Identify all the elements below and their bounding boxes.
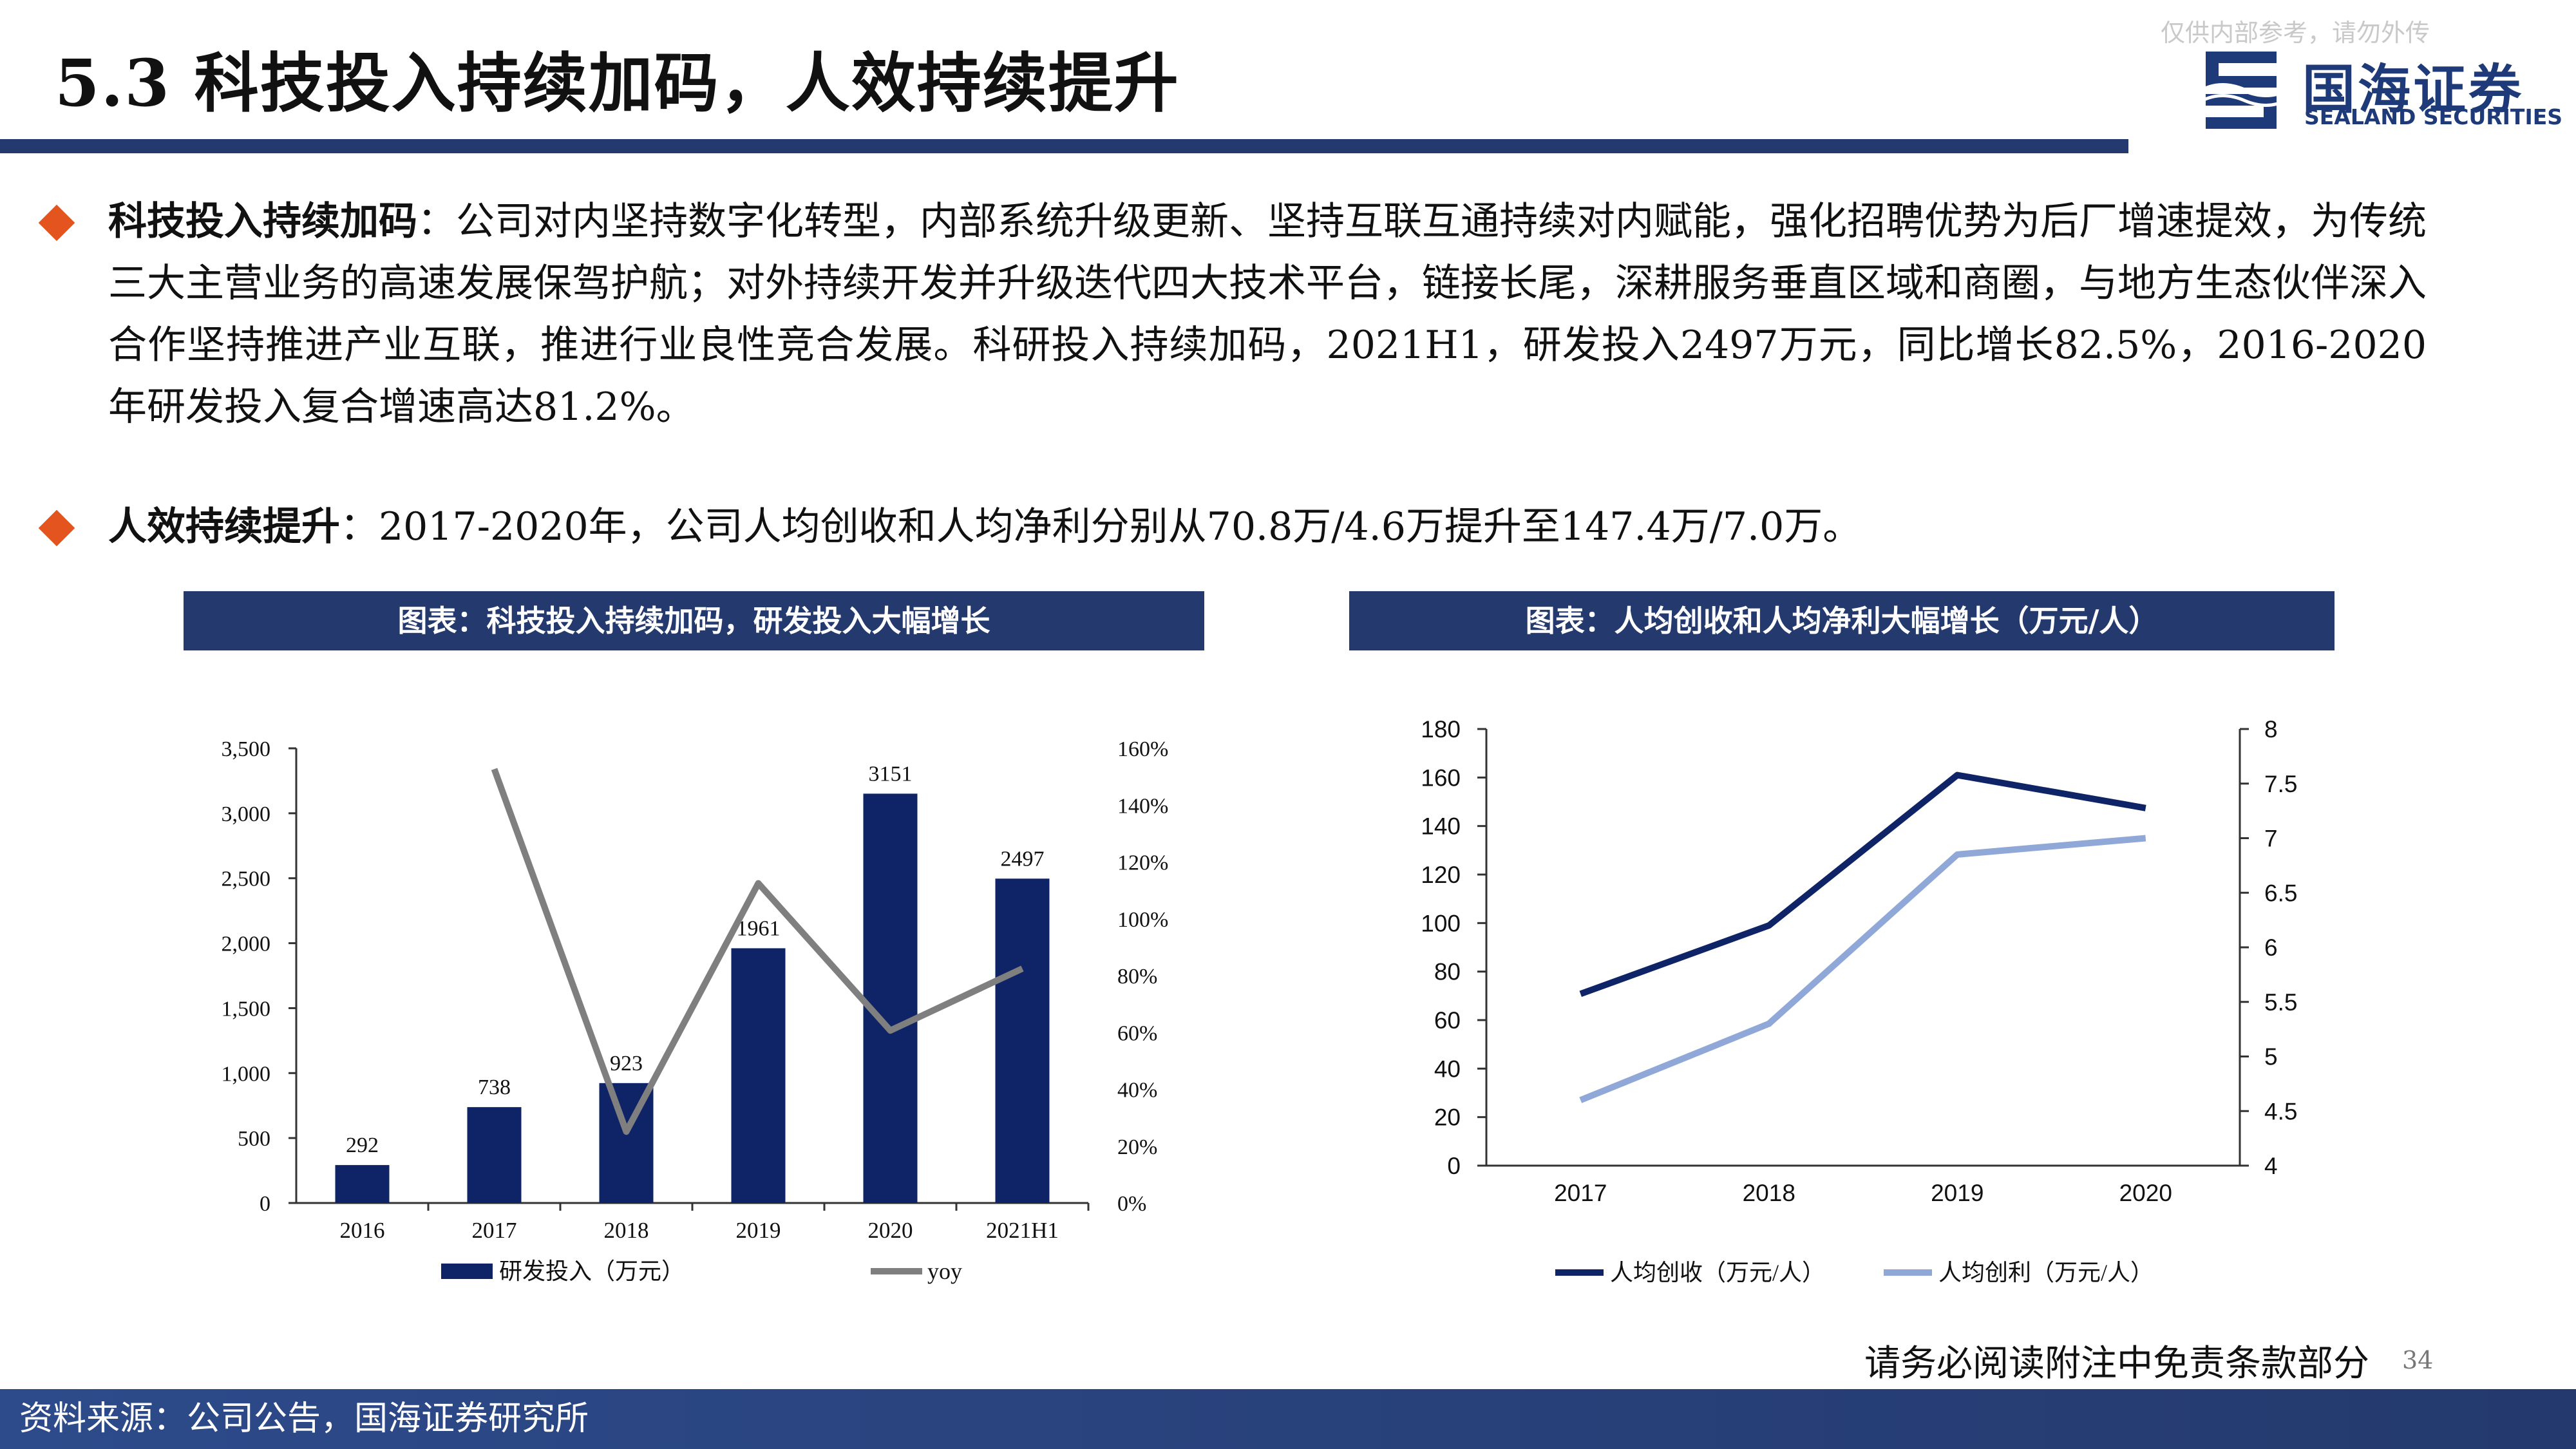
company-logo: 国海证券 SEALAND SECURITIES (2199, 45, 2563, 135)
y2-tick-label: 8 (2264, 716, 2278, 743)
bar-2016 (335, 1165, 390, 1203)
x-tick-label: 2018 (1743, 1180, 1795, 1206)
bullet-text: 科技投入持续加码：公司对内坚持数字化转型，内部系统升级更新、坚持互联互通持续对内… (108, 191, 2427, 438)
logo-chinese-name: 国海证券 (2302, 59, 2524, 120)
x-tick-label: 2019 (736, 1218, 781, 1243)
x-tick-label: 2020 (868, 1218, 913, 1243)
y2-tick-label: 7.5 (2264, 771, 2297, 797)
y-tick-label: 1,500 (222, 997, 271, 1021)
bar-2021H1 (995, 878, 1050, 1203)
disclaimer-note: 请务必阅读附注中免责条款部分 (1864, 1343, 2369, 1385)
yoy-line (491, 768, 1024, 1135)
y2-tick-label: 120% (1117, 851, 1168, 875)
y2-tick-label: 6 (2264, 934, 2278, 961)
y-tick-label: 1,000 (222, 1062, 271, 1086)
bullet-body: ：公司对内坚持数字化转型，内部系统升级更新、坚持互联互通持续对内赋能，强化招聘优… (108, 199, 2427, 430)
chart2-title-banner: 图表：人均创收和人均净利大幅增长（万元/人） (1349, 591, 2334, 650)
bar-2018 (599, 1083, 654, 1203)
y-tick-label: 3,000 (222, 802, 271, 826)
x-tick-label: 2018 (604, 1218, 649, 1243)
bullet-efficiency: 人效持续提升：2017-2020年，公司人均创收和人均净利分别从70.8万/4.… (38, 496, 2427, 558)
y2-tick-label: 4.5 (2264, 1098, 2297, 1124)
legend-label-profit: 人均创利（万元/人） (1938, 1260, 2154, 1285)
y-tick-label: 500 (238, 1127, 270, 1151)
bullet-text: 人效持续提升：2017-2020年，公司人均创收和人均净利分别从70.8万/4.… (108, 496, 2427, 558)
bar-2019 (731, 948, 786, 1203)
footer-bar (0, 1389, 2576, 1449)
y2-tick-label: 100% (1117, 908, 1168, 932)
y-tick-label: 3,500 (222, 737, 271, 761)
bullet-diamond-icon (38, 204, 75, 242)
bar-data-label: 292 (346, 1133, 379, 1157)
y-tick-label: 80 (1434, 959, 1461, 985)
y-tick-label: 120 (1421, 862, 1461, 888)
sealand-emblem-icon (2201, 52, 2287, 129)
legend-label-line: yoy (927, 1258, 962, 1284)
x-tick-label: 2020 (2119, 1180, 2172, 1206)
source-note: 资料来源：公司公告，国海证券研究所 (19, 1399, 589, 1438)
y-tick-label: 0 (1447, 1153, 1461, 1179)
x-tick-label: 2017 (1554, 1180, 1607, 1206)
bar-data-label: 738 (478, 1075, 511, 1099)
legend-label-revenue: 人均创收（万元/人） (1610, 1260, 1825, 1285)
bullet-tech-investment: 科技投入持续加码：公司对内坚持数字化转型，内部系统升级更新、坚持互联互通持续对内… (38, 191, 2427, 438)
y-tick-label: 60 (1434, 1007, 1461, 1034)
y2-tick-label: 160% (1117, 737, 1168, 761)
y2-tick-label: 5.5 (2264, 989, 2297, 1016)
y2-tick-label: 140% (1117, 794, 1168, 818)
y-tick-label: 180 (1421, 716, 1461, 743)
legend-swatch-bar (441, 1264, 493, 1279)
y-tick-label: 0 (260, 1192, 270, 1216)
bar-2017 (467, 1107, 522, 1203)
logo-english-name: SEALAND SECURITIES (2304, 104, 2563, 129)
y-tick-label: 100 (1421, 910, 1461, 936)
bar-data-label: 923 (610, 1052, 643, 1075)
y-tick-label: 160 (1421, 764, 1461, 791)
page-number: 34 (2402, 1346, 2434, 1374)
title-rule (0, 139, 2128, 153)
y2-tick-label: 80% (1117, 965, 1157, 989)
profit-per-capita-line (1579, 835, 2146, 1103)
bar-data-label: 1961 (737, 916, 781, 940)
y2-tick-label: 4 (2264, 1153, 2278, 1179)
y2-tick-label: 40% (1117, 1079, 1157, 1103)
y2-tick-label: 0% (1117, 1192, 1146, 1216)
bar-data-label: 2497 (1001, 847, 1045, 871)
chart1-title-banner: 图表：科技投入持续加码，研发投入大幅增长 (184, 591, 1204, 650)
y-tick-label: 20 (1434, 1104, 1461, 1131)
y2-tick-label: 60% (1117, 1021, 1157, 1045)
x-tick-label: 2019 (1931, 1180, 1984, 1206)
y-tick-label: 2,500 (222, 867, 271, 891)
y2-tick-label: 20% (1117, 1135, 1157, 1159)
y2-tick-label: 5 (2264, 1044, 2278, 1070)
revenue-per-capita-line (1579, 772, 2146, 998)
bullet-diamond-icon (38, 509, 75, 547)
y-tick-label: 40 (1434, 1056, 1461, 1082)
watermark: 仅供内部参考，请勿外传 (2161, 19, 2430, 47)
bullet-body: ：2017-2020年，公司人均创收和人均净利分别从70.8万/4.6万提升至1… (340, 504, 1862, 549)
bullet-heading: 科技投入持续加码 (108, 199, 417, 244)
bar-2020 (863, 793, 918, 1203)
y-tick-label: 140 (1421, 813, 1461, 840)
x-tick-label: 2021H1 (986, 1218, 1059, 1243)
bullet-heading: 人效持续提升 (108, 504, 340, 549)
y-tick-label: 2,000 (222, 933, 271, 956)
y2-tick-label: 7 (2264, 826, 2278, 852)
x-tick-label: 2017 (472, 1218, 517, 1243)
y2-tick-label: 6.5 (2264, 880, 2297, 906)
slide-title: 5.3 科技投入持续加码，人效持续提升 (55, 45, 1180, 121)
x-tick-label: 2016 (340, 1218, 385, 1243)
bar-data-label: 3151 (869, 762, 913, 786)
legend-label-bar: 研发投入（万元） (499, 1258, 685, 1284)
